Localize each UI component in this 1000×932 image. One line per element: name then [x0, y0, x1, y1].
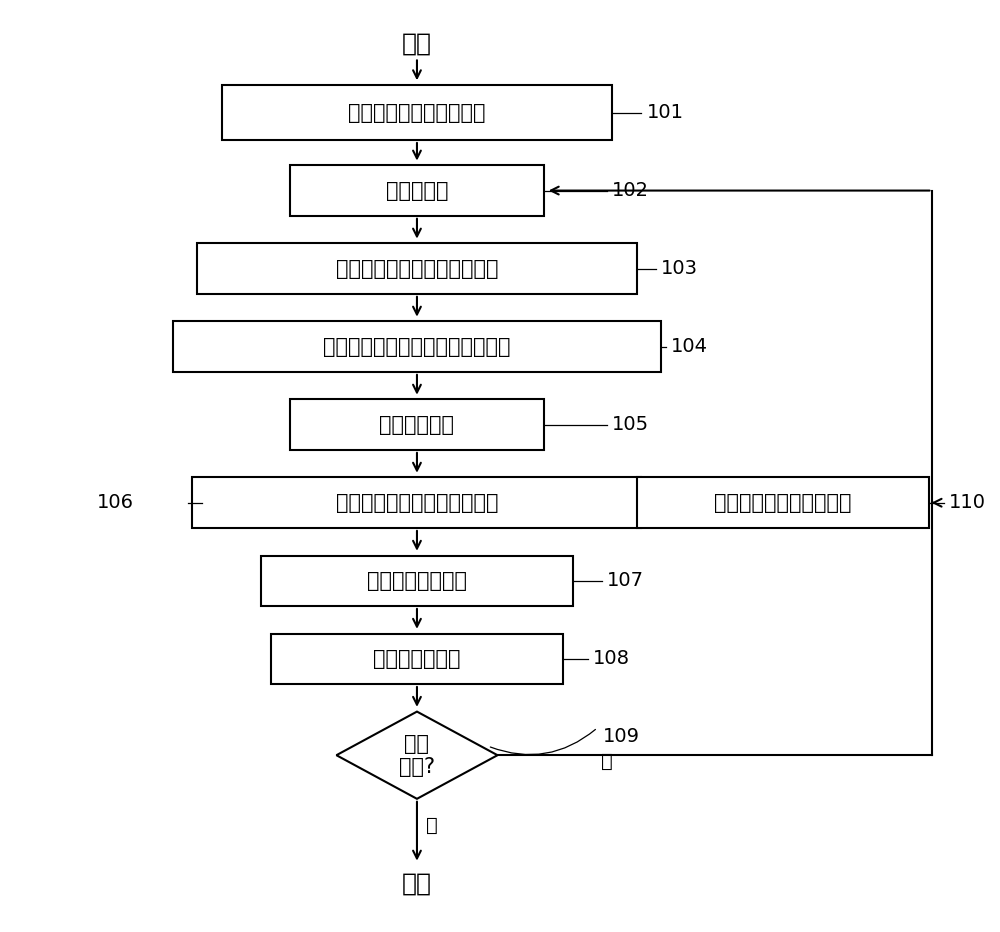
Text: 103: 103 [661, 259, 698, 278]
Text: 计算各变化状态下的概率分布期望: 计算各变化状态下的概率分布期望 [323, 336, 511, 357]
Text: 设置预定的多个变化状态: 设置预定的多个变化状态 [348, 103, 486, 122]
Text: 110: 110 [949, 493, 986, 513]
Text: 获取各个变化状态的转换概率: 获取各个变化状态的转换概率 [336, 493, 498, 513]
Text: 结束: 结束 [402, 871, 432, 896]
Text: 106: 106 [97, 493, 134, 513]
Text: 开始: 开始 [402, 32, 432, 56]
FancyBboxPatch shape [271, 634, 563, 684]
FancyBboxPatch shape [290, 165, 544, 216]
Text: 101: 101 [646, 103, 683, 122]
Text: 计算综合状态期望: 计算综合状态期望 [367, 570, 467, 591]
Text: 计算预测指标值: 计算预测指标值 [373, 649, 461, 669]
Text: 预测
结束?: 预测 结束? [399, 733, 435, 776]
Text: 获取当前状态: 获取当前状态 [379, 415, 454, 434]
Text: 105: 105 [612, 415, 649, 434]
FancyBboxPatch shape [261, 555, 573, 606]
Polygon shape [336, 712, 498, 799]
Text: 108: 108 [593, 650, 630, 668]
Text: 数据预处理: 数据预处理 [386, 181, 448, 200]
Text: 102: 102 [612, 181, 649, 200]
Text: 使用预测指标值更新数据: 使用预测指标值更新数据 [714, 493, 852, 513]
FancyBboxPatch shape [290, 400, 544, 450]
Text: 否: 否 [601, 752, 613, 771]
FancyBboxPatch shape [637, 477, 929, 528]
FancyBboxPatch shape [197, 243, 637, 294]
Text: 109: 109 [602, 727, 639, 747]
Text: 107: 107 [607, 571, 644, 590]
FancyBboxPatch shape [173, 322, 661, 372]
Text: 计算变化状态的转移概率矩阵: 计算变化状态的转移概率矩阵 [336, 258, 498, 279]
Text: 104: 104 [671, 337, 708, 356]
FancyBboxPatch shape [192, 477, 641, 528]
Text: 是: 是 [426, 816, 437, 835]
FancyBboxPatch shape [222, 85, 612, 140]
